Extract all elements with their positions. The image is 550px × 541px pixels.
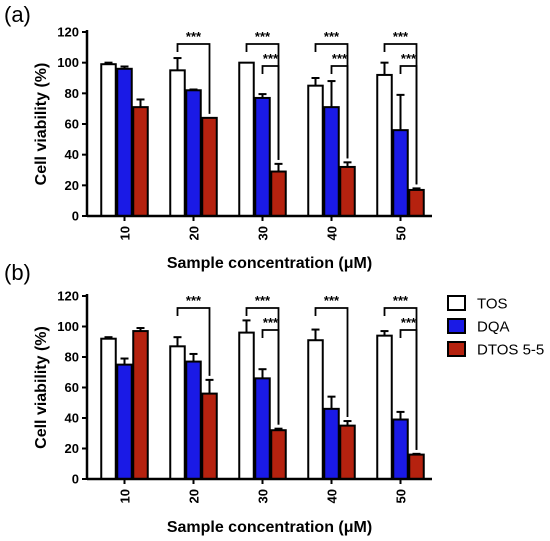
bar-dtos-5-5-30	[270, 170, 287, 218]
panel-a: (a) *** *** *** *** *** *** *** 0 20 40 60 80 100 120 1…	[4, 2, 432, 272]
bar-dtos-5-5-30	[270, 429, 287, 481]
bar-dtos-5-5-20	[201, 116, 218, 217]
x-tick-label: 30	[256, 489, 271, 503]
bar-dtos-5-5-40	[339, 165, 356, 217]
legend: TOS DQA DTOS 5-5	[447, 295, 544, 359]
bar-dqa-10	[116, 67, 133, 217]
y-tick-label: 40	[65, 411, 79, 426]
x-tick-label: 10	[118, 489, 133, 503]
y-tick-label: 0	[72, 472, 79, 487]
y-tick-label: 120	[57, 25, 79, 40]
significance-label: ***	[393, 293, 409, 308]
bar-dtos-5-5-10	[132, 106, 149, 217]
y-tick-label: 60	[65, 380, 79, 395]
x-axis-title: Sample concentration (μM)	[167, 255, 372, 272]
y-tick-label: 100	[57, 55, 79, 70]
significance-label: ***	[255, 29, 271, 44]
significance-label: ***	[401, 51, 417, 66]
x-tick-label: 50	[394, 226, 409, 240]
bar-dtos-5-5-10	[132, 330, 149, 481]
significance-bracket	[176, 307, 211, 376]
legend-swatch-dtos-5-5	[447, 341, 466, 357]
bar-tos-50	[376, 73, 393, 217]
bar-dqa-50	[392, 129, 409, 217]
significance-bracket	[261, 65, 280, 160]
bar-dtos-5-5-40	[339, 424, 356, 480]
bar-dqa-40	[323, 407, 340, 481]
y-tick-label: 20	[65, 441, 79, 456]
panel-letter: (a)	[4, 2, 31, 27]
x-tick-label: 20	[187, 226, 202, 240]
panel-b: (b) *** *** *** *** *** *** 0 20 40 60 80 100 120 10 20…	[4, 260, 432, 536]
y-axis-title: Cell viability (%)	[33, 326, 50, 449]
panel-letter: (b)	[4, 260, 31, 285]
y-tick-label: 100	[57, 319, 79, 334]
bar-tos-30	[238, 61, 255, 217]
x-tick-label: 50	[394, 489, 409, 503]
x-tick-label: 10	[118, 226, 133, 240]
significance-label: ***	[324, 29, 340, 44]
bar-dqa-40	[323, 106, 340, 217]
significance-label: ***	[332, 51, 348, 66]
significance-label: ***	[186, 29, 202, 44]
legend-swatch-dqa	[447, 318, 466, 334]
legend-swatch-tos	[447, 295, 466, 311]
bar-tos-20	[169, 345, 186, 481]
bar-dtos-5-5-50	[408, 453, 425, 481]
significance-label: ***	[393, 29, 409, 44]
x-axis-title: Sample concentration (μM)	[167, 519, 372, 536]
bar-tos-10	[100, 63, 117, 217]
bar-tos-40	[307, 84, 324, 217]
significance-bracket	[330, 65, 349, 159]
significance-bracket	[314, 307, 349, 418]
legend-label: DTOS 5-5	[477, 342, 544, 359]
bar-dqa-50	[392, 418, 409, 480]
significance-label: ***	[263, 51, 279, 66]
x-tick-label: 20	[187, 489, 202, 503]
y-tick-label: 120	[57, 289, 79, 304]
bar-tos-10	[100, 337, 117, 481]
significance-label: ***	[255, 293, 271, 308]
y-tick-label: 80	[65, 86, 79, 101]
legend-label: DQA	[477, 319, 510, 336]
bar-dqa-20	[185, 360, 202, 481]
bar-dqa-30	[254, 377, 271, 481]
x-tick-label: 40	[325, 226, 340, 240]
y-tick-label: 20	[65, 178, 79, 193]
y-tick-label: 60	[65, 117, 79, 132]
legend-label: TOS	[477, 296, 508, 313]
y-tick-label: 40	[65, 147, 79, 162]
bar-dtos-5-5-50	[408, 188, 425, 217]
bar-dtos-5-5-20	[201, 392, 218, 481]
significance-bracket	[399, 65, 418, 185]
significance-label: ***	[324, 293, 340, 308]
bar-dqa-20	[185, 89, 202, 217]
x-tick-label: 40	[325, 489, 340, 503]
x-tick-label: 30	[256, 226, 271, 240]
y-tick-label: 0	[72, 209, 79, 224]
y-axis-title: Cell viability (%)	[33, 63, 50, 186]
bar-tos-40	[307, 339, 324, 480]
significance-label: ***	[401, 315, 417, 330]
bar-tos-30	[238, 331, 255, 480]
y-tick-label: 80	[65, 350, 79, 365]
significance-bracket	[176, 43, 211, 114]
significance-bracket	[399, 329, 418, 450]
bar-dqa-30	[254, 96, 271, 217]
significance-label: ***	[186, 293, 202, 308]
significance-bracket	[261, 329, 280, 425]
significance-label: ***	[263, 315, 279, 330]
bar-dqa-10	[116, 363, 133, 480]
bar-tos-20	[169, 69, 186, 218]
bar-tos-50	[376, 334, 393, 480]
